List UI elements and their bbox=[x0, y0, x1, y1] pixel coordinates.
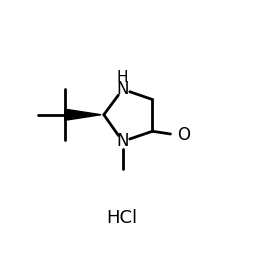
Text: N: N bbox=[116, 132, 129, 151]
Text: HCl: HCl bbox=[106, 209, 137, 227]
Text: O: O bbox=[177, 126, 190, 144]
Text: N: N bbox=[116, 80, 129, 98]
Text: H: H bbox=[117, 70, 128, 85]
Polygon shape bbox=[65, 109, 101, 120]
